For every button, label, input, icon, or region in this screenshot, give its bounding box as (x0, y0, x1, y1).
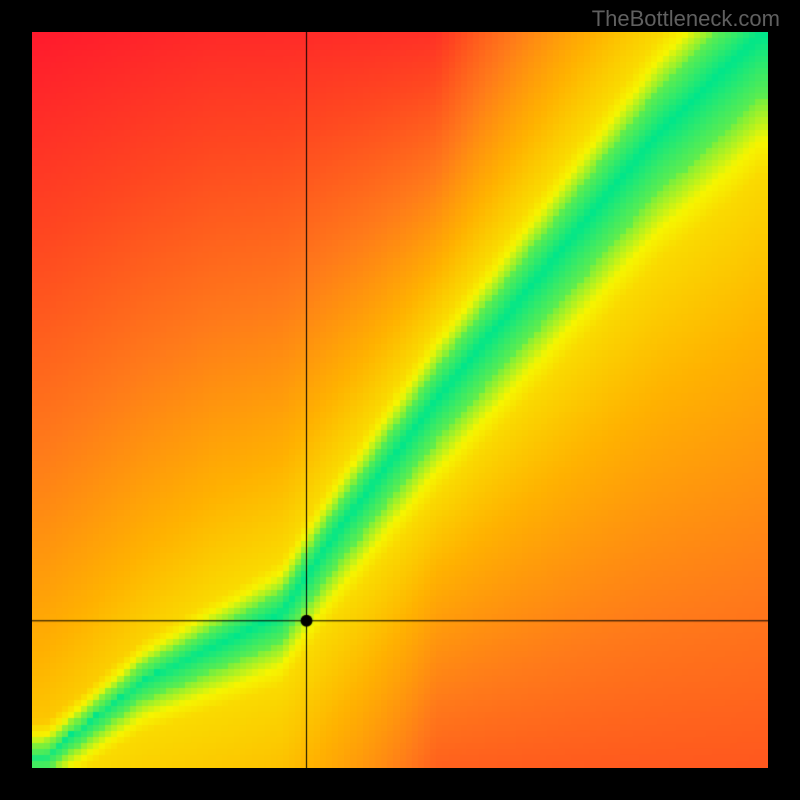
bottleneck-heatmap (32, 32, 768, 768)
heatmap-canvas (32, 32, 768, 768)
watermark-text: TheBottleneck.com (592, 6, 780, 32)
